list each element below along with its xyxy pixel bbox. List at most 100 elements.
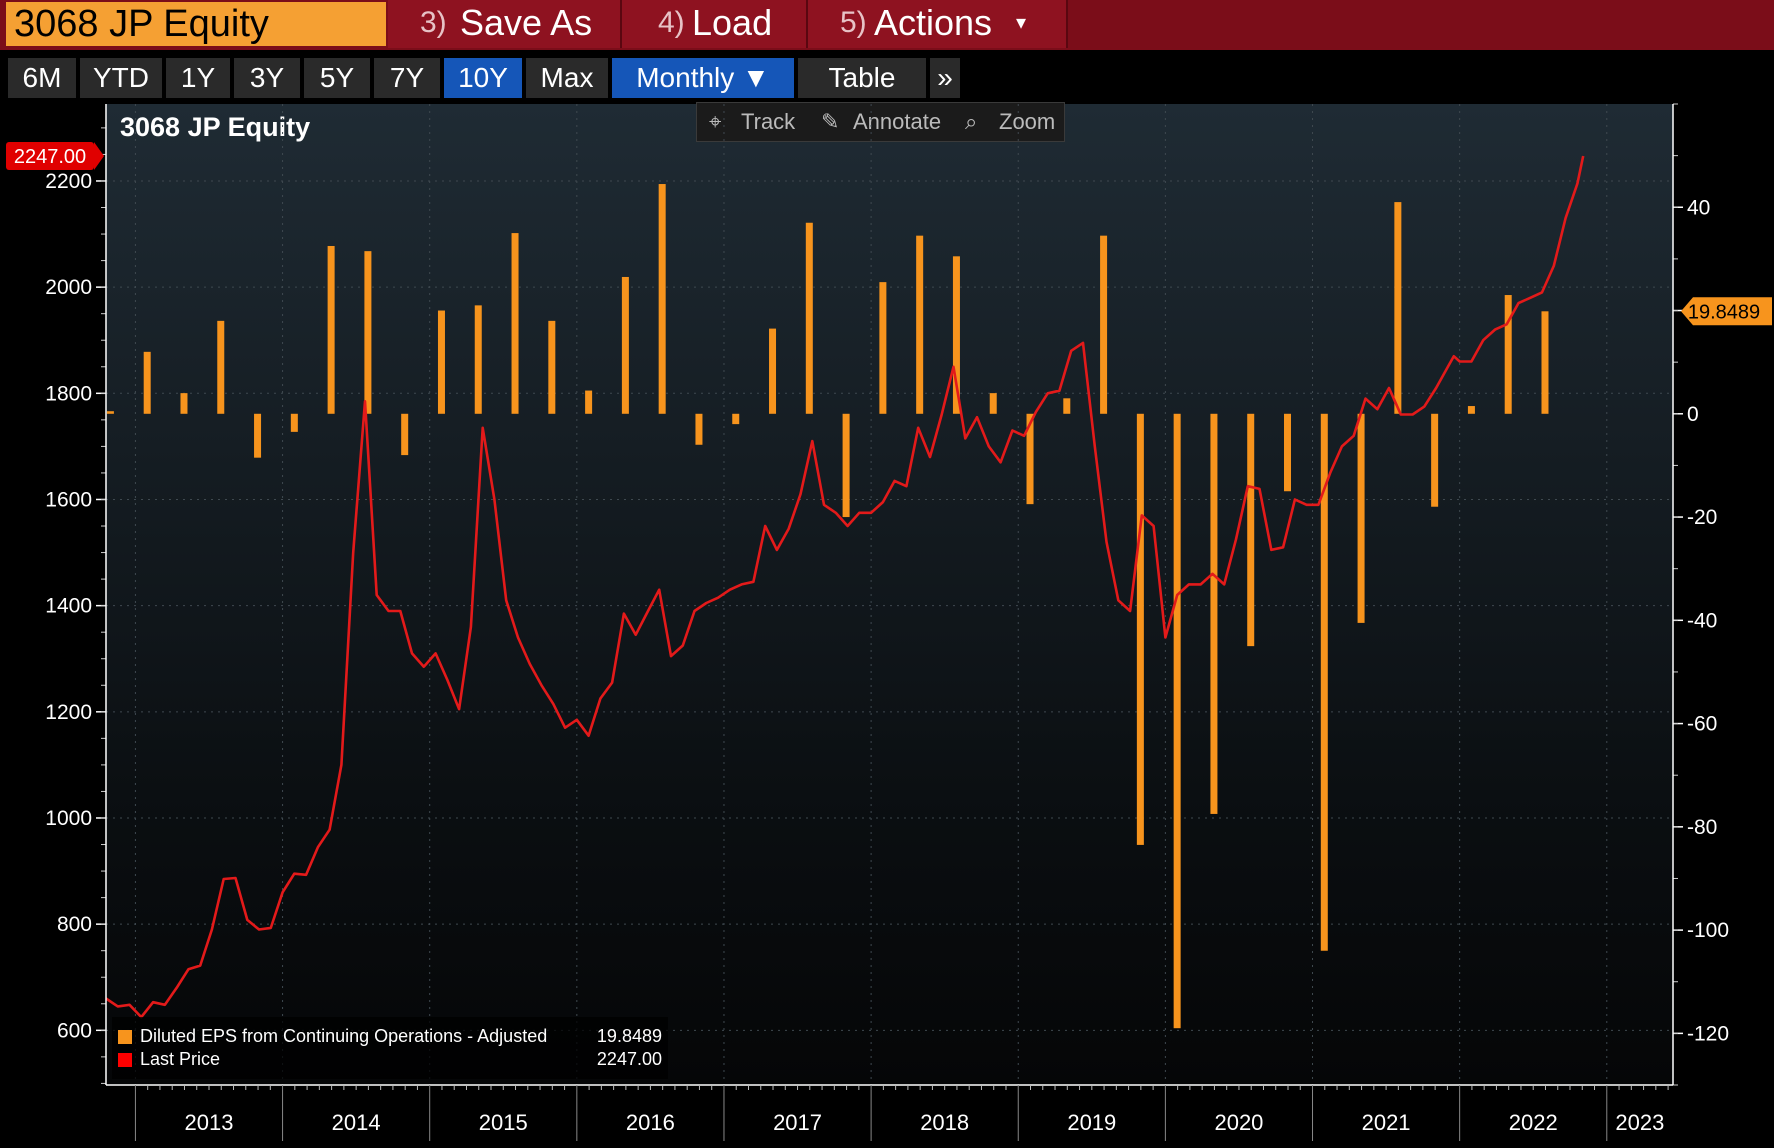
legend-swatch-eps (118, 1030, 132, 1044)
right-tick-label: -60 (1687, 713, 1717, 736)
legend-label-eps: Diluted EPS from Continuing Operations -… (140, 1026, 548, 1046)
price-tag-arrow (94, 142, 104, 171)
left-tick-label: 1400 (45, 595, 92, 618)
legend-value-price: 2247.00 (596, 1049, 662, 1069)
eps-tag-bg (1681, 297, 1772, 326)
year-label: 2019 (1067, 1110, 1116, 1135)
last-value-tags: 2247.00 19.8489 (6, 142, 1772, 326)
eps-bar (989, 393, 997, 414)
right-tick-label: 0 (1687, 403, 1699, 426)
year-label: 2015 (479, 1110, 528, 1135)
year-label: 2021 (1362, 1110, 1411, 1135)
year-label: 2020 (1214, 1110, 1263, 1135)
chevron-down-icon: ▾ (1016, 12, 1027, 34)
eps-bar (1541, 311, 1549, 414)
left-tick-label: 1000 (45, 807, 92, 830)
period-1y[interactable]: 1Y (166, 58, 230, 98)
eps-bar (290, 413, 298, 432)
eps-bar (1320, 413, 1328, 951)
left-tick-label: 1200 (45, 701, 92, 724)
year-label: 2018 (920, 1110, 969, 1135)
top-bar: 3068 JP Equity 3) Save As 4) Load 5) Act… (0, 0, 1774, 50)
period-10y[interactable]: 10Y (444, 58, 522, 98)
eps-bar (805, 222, 813, 414)
save-as-label: Save As (460, 2, 593, 43)
eps-bars (106, 184, 1549, 1029)
right-tick-label: -80 (1687, 816, 1717, 839)
price-line (105, 155, 1585, 1019)
eps-bar (511, 233, 519, 414)
eps-bar (952, 256, 960, 414)
year-label: 2017 (773, 1110, 822, 1135)
price-series-line (105, 155, 1585, 1019)
eps-bar (1284, 413, 1292, 492)
save-as-num: 3) (420, 6, 447, 39)
frequency-dropdown[interactable]: Monthly ▼ (612, 58, 794, 98)
eps-bar (1504, 295, 1512, 414)
eps-bar (879, 282, 887, 414)
left-tick-label: 800 (57, 913, 92, 936)
annotate-button[interactable]: Annotate (853, 109, 942, 134)
track-button[interactable]: Track (741, 109, 796, 134)
legend-swatch-price (118, 1053, 132, 1067)
ticker-field[interactable]: 3068 JP Equity (6, 2, 386, 46)
eps-bar (1100, 235, 1108, 414)
actions-button[interactable]: 5) Actions ▾ (808, 0, 1068, 48)
legend-value-eps: 19.8489 (596, 1026, 662, 1046)
period-7y[interactable]: 7Y (374, 58, 440, 98)
eps-bar (217, 320, 225, 414)
period-bar: 6M YTD 1Y 3Y 5Y 7Y 10Y Max Monthly ▼ Tab… (0, 56, 1774, 102)
eps-bar (1063, 398, 1071, 414)
year-label: 2013 (185, 1110, 234, 1135)
legend-row-eps: Diluted EPS from Continuing Operations -… (118, 1025, 662, 1047)
eps-bar (585, 390, 593, 414)
eps-bar (143, 351, 151, 414)
year-label: 2014 (332, 1110, 381, 1135)
eps-bar (1173, 413, 1181, 1029)
legend-row-price: Last Price 2247.00 (118, 1048, 662, 1070)
eps-bar (474, 305, 482, 414)
left-tick-label: 2000 (45, 276, 92, 299)
right-tick-label: -40 (1687, 609, 1717, 632)
period-5y[interactable]: 5Y (304, 58, 370, 98)
left-tick-label: 600 (57, 1019, 92, 1042)
left-tick-label: 1600 (45, 488, 92, 511)
right-tick-label: -100 (1687, 919, 1729, 942)
eps-bar (1357, 413, 1365, 623)
eps-bar (364, 251, 372, 414)
crosshair-icon: ⌖ (709, 109, 722, 134)
eps-bar (769, 328, 777, 414)
eps-bar (327, 245, 335, 414)
load-button[interactable]: 4) Load (622, 0, 808, 48)
price-tag-bg (6, 142, 94, 171)
eps-bar (732, 413, 740, 425)
period-3y[interactable]: 3Y (234, 58, 300, 98)
eps-bar (548, 320, 556, 414)
eps-bar (1136, 413, 1144, 845)
legend-label-price: Last Price (140, 1049, 221, 1069)
year-label: 2023 (1615, 1110, 1664, 1135)
eps-bar (695, 413, 703, 445)
period-max[interactable]: Max (526, 58, 608, 98)
legend: Diluted EPS from Continuing Operations -… (112, 1017, 668, 1079)
save-as-button[interactable]: 3) Save As (388, 0, 622, 48)
table-button[interactable]: Table (798, 58, 926, 98)
period-6m[interactable]: 6M (8, 58, 76, 98)
period-ytd[interactable]: YTD (80, 58, 162, 98)
eps-bar (658, 184, 666, 414)
right-tick-label: -20 (1687, 506, 1717, 529)
year-label: 2022 (1509, 1110, 1558, 1135)
pencil-icon: ✎ (821, 109, 840, 134)
zoom-button[interactable]: Zoom (999, 109, 1056, 134)
eps-bar (621, 276, 629, 414)
bottom-axis: 2013 2014 2015 2016 2017 2018 2019 2020 2021 2022… (106, 1084, 1673, 1141)
left-tick-label: 1800 (45, 382, 92, 405)
eps-bar (916, 235, 924, 414)
actions-num: 5) (840, 6, 867, 39)
more-button[interactable]: » (930, 58, 960, 98)
gridlines (106, 104, 1673, 1085)
year-label: 2016 (626, 1110, 675, 1135)
eps-bar (1210, 413, 1218, 814)
chart-toolbar: ⌖ Track ✎ Annotate ⌕ Zoom (696, 102, 1065, 142)
